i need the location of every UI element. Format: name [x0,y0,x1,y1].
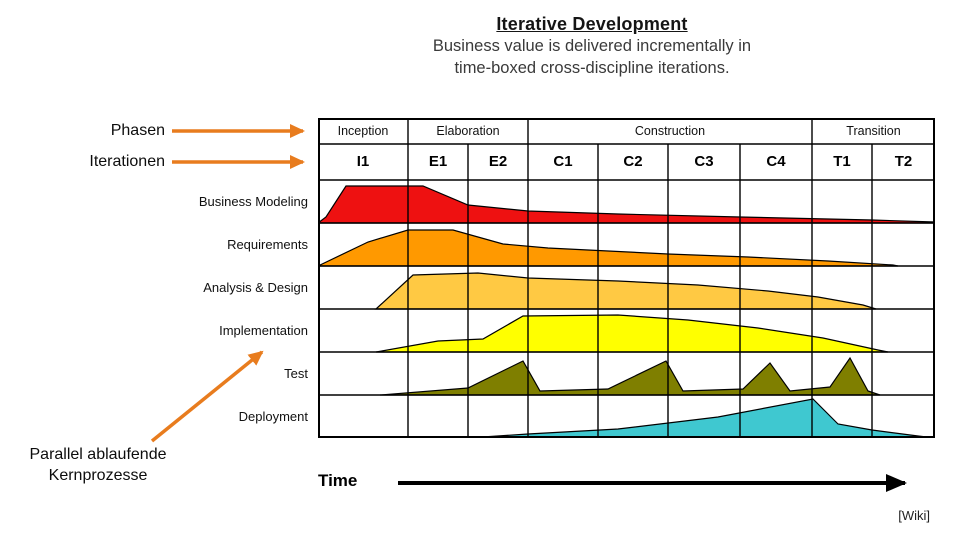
iteration-header-e1: E1 [428,153,448,170]
hump-deployment [467,398,935,438]
iteration-header-e2: E2 [488,153,508,170]
parallel-label-line2: Kernprozesse [48,467,148,484]
chart-canvas [318,118,935,438]
phase-header-inception: Inception [337,124,389,138]
hump-test [379,356,881,396]
discipline-label-deployment: Deployment [238,409,308,424]
grid-lines [318,118,935,438]
phase-header-construction: Construction [634,124,706,138]
title-block: Iterative Development Business value is … [232,14,952,79]
parallel-label-line1: Parallel ablaufende [29,446,167,463]
discipline-label-test: Test [284,366,308,381]
chart-border [318,118,935,438]
hump-requirements [318,229,899,267]
iteration-header-i1: I1 [356,153,370,170]
subtitle-line2: time-boxed cross-discipline iterations. [454,59,730,77]
discipline-label-business-modeling: Business Modeling [198,194,308,209]
hump-business-modeling [318,185,935,224]
hump-analysis-design [374,272,877,310]
iteration-header-c4: C4 [766,153,786,170]
discipline-label-requirements: Requirements [227,237,308,252]
subtitle-line1: Business value is delivered incrementall… [432,37,752,55]
phase-header-elaboration: Elaboration [436,124,500,138]
phasen-label: Phasen [110,122,165,139]
parallel-kernprozesse-label: Parallel ablaufende Kernprozesse [0,444,196,486]
iteration-header-t1: T1 [833,153,851,170]
discipline-label-implementation: Implementation [219,323,308,338]
time-axis-label: Time [318,471,358,490]
page-title: Iterative Development [496,14,688,34]
source-label: [Wiki] [898,508,930,523]
phase-header-transition: Transition [846,124,901,138]
iteration-chart: Inception Elaboration Construction Trans… [318,118,935,438]
hump-implementation [375,314,889,353]
iteration-header-c2: C2 [623,153,643,170]
iteration-header-c1: C1 [553,153,573,170]
discipline-label-analysis-design: Analysis & Design [203,280,308,295]
iteration-header-t2: T2 [894,153,913,170]
iterationen-label: Iterationen [89,153,165,170]
iteration-header-c3: C3 [694,153,714,170]
